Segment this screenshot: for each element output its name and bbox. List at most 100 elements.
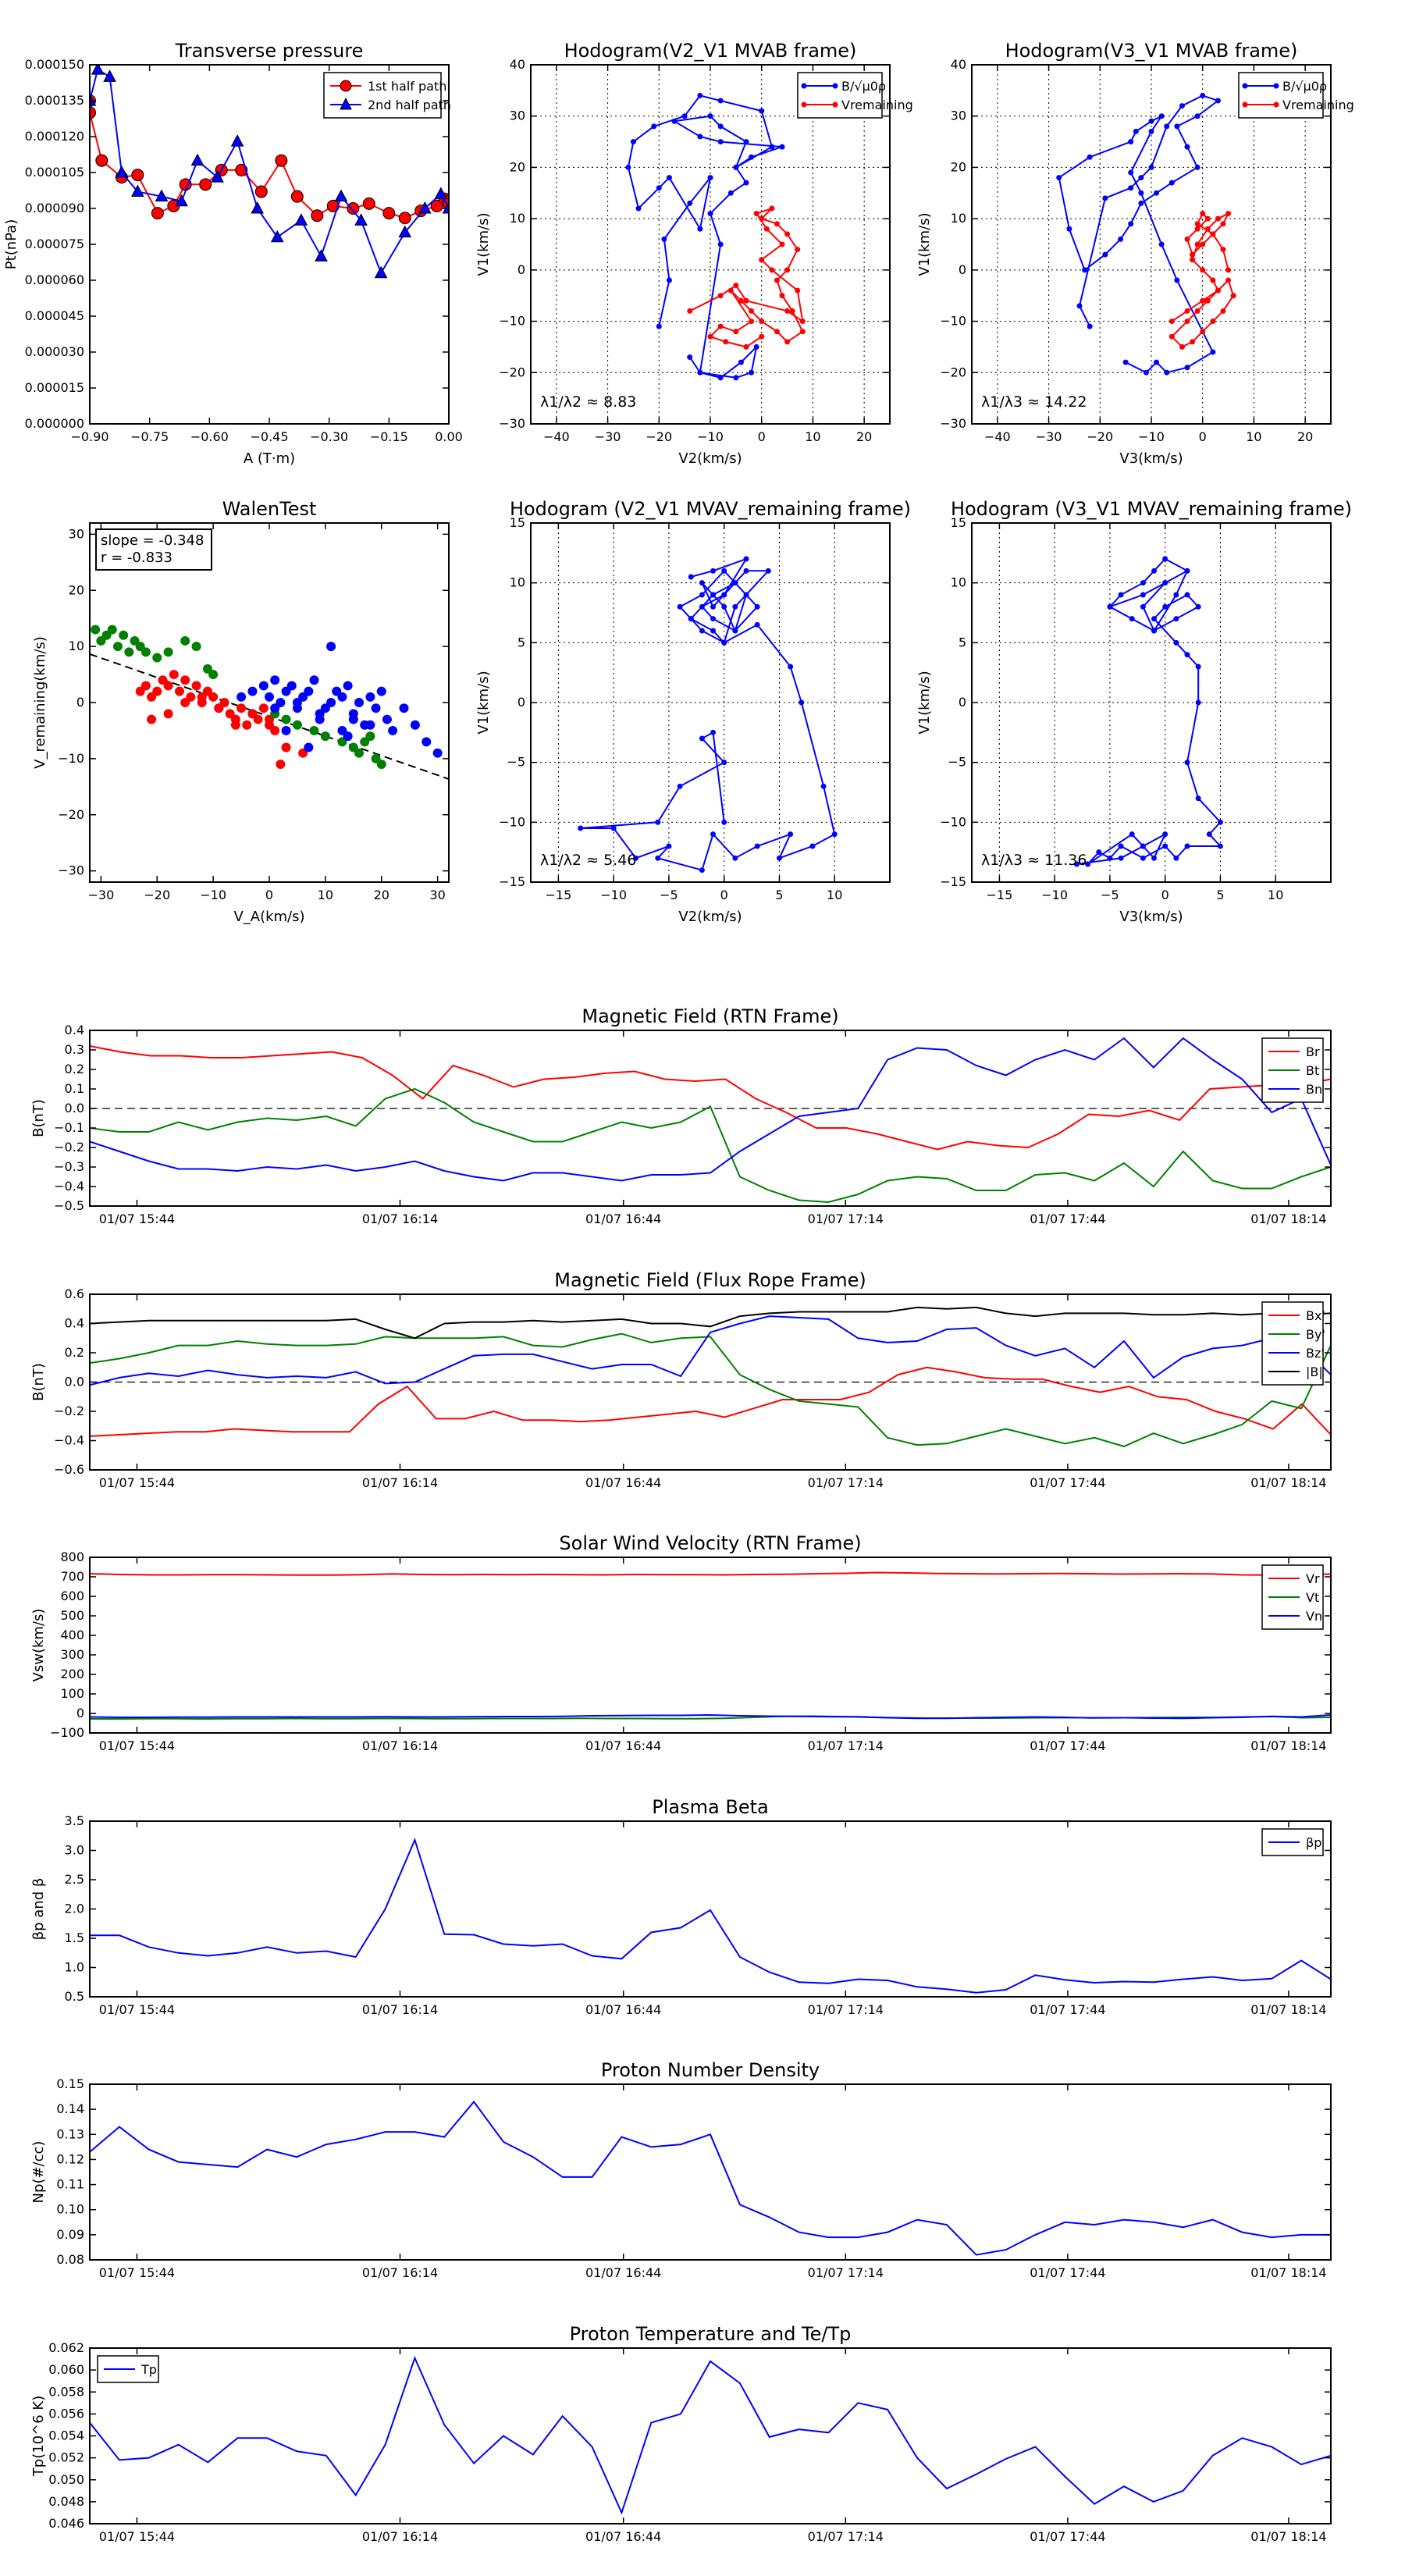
- data-point: [688, 574, 694, 580]
- data-point: [292, 720, 302, 730]
- series-line--b-: [90, 1306, 1331, 1340]
- y-tick-label: −30: [58, 863, 84, 878]
- legend-frame: [797, 72, 883, 119]
- y-tick-label: 1.0: [65, 1960, 84, 1975]
- data-point: [1215, 98, 1221, 104]
- data-point: [347, 202, 360, 215]
- data-point: [362, 197, 375, 210]
- y-tick-label: 20: [510, 159, 525, 174]
- legend-label: Vn: [1306, 1609, 1322, 1624]
- data-point: [732, 628, 738, 634]
- data-point: [681, 113, 688, 119]
- data-point: [743, 297, 749, 304]
- data-point: [779, 293, 785, 299]
- x-tick-label: 0: [1161, 888, 1169, 902]
- data-point: [1066, 226, 1072, 232]
- data-point: [247, 709, 258, 719]
- data-point: [1200, 211, 1206, 217]
- y-tick-label: 0.13: [56, 2126, 84, 2141]
- data-point: [655, 819, 661, 825]
- data-point: [1184, 760, 1190, 766]
- data-point: [743, 556, 749, 562]
- data-point: [371, 703, 381, 713]
- data-point: [721, 568, 727, 574]
- data-point: [315, 709, 325, 719]
- y-tick-label: −0.2: [54, 1404, 84, 1418]
- data-point: [774, 221, 780, 227]
- data-point: [1162, 843, 1168, 849]
- y-tick-label: 2.0: [65, 1902, 84, 1916]
- data-point: [732, 855, 738, 861]
- data-point: [795, 287, 801, 294]
- data-point: [365, 731, 375, 742]
- data-point: [152, 686, 162, 696]
- data-point: [743, 343, 749, 350]
- y-tick-label: −0.2: [54, 1140, 84, 1155]
- data-point: [418, 201, 432, 214]
- data-point: [103, 69, 116, 82]
- series-line-b-0-: [627, 94, 783, 379]
- x-tick-label: −0.45: [250, 429, 288, 444]
- data-point: [1194, 113, 1200, 119]
- data-point: [320, 731, 330, 742]
- plot-frame: [89, 1030, 1332, 1207]
- x-tick-label: 5: [775, 888, 783, 902]
- data-point: [147, 714, 157, 724]
- data-point: [733, 375, 739, 381]
- legend-marker: [1242, 101, 1248, 108]
- x-tick-label: 20: [1297, 429, 1313, 444]
- y-tick-label: 0.15: [56, 2076, 84, 2091]
- data-point: [1194, 226, 1200, 232]
- ratio-annotation: λ1/λ2 ≈ 8.83: [540, 393, 636, 411]
- chart-title: Hodogram(V2_V1 MVAB frame): [564, 40, 857, 62]
- y-tick-label: 0.4: [65, 1316, 84, 1331]
- data-point: [1162, 603, 1168, 610]
- data-point: [365, 720, 375, 730]
- y-tick-label: 700: [60, 1569, 84, 1584]
- data-point: [759, 333, 765, 340]
- data-point: [1225, 211, 1232, 217]
- data-point: [721, 819, 727, 825]
- data-point: [337, 692, 347, 702]
- x-tick-label: 01/07 15:44: [99, 1212, 175, 1226]
- data-point: [237, 703, 247, 713]
- data-point: [1148, 118, 1154, 124]
- y-tick-label: 0: [518, 695, 525, 710]
- x-tick-label: 01/07 18:14: [1250, 2002, 1326, 2017]
- data-point: [1151, 616, 1158, 622]
- data-point: [1138, 200, 1144, 206]
- data-point: [304, 686, 314, 696]
- data-point: [354, 748, 364, 758]
- data-point: [721, 592, 727, 598]
- y-tick-label: −20: [499, 365, 525, 379]
- legend-marker: [801, 83, 807, 89]
- y-axis-label: Vsw(km/s): [30, 1609, 47, 1682]
- data-point: [311, 209, 324, 222]
- data-point: [107, 624, 117, 635]
- data-point: [1210, 277, 1216, 283]
- data-point: [769, 205, 775, 212]
- data-point: [1128, 169, 1134, 176]
- data-point: [124, 647, 134, 657]
- data-point: [1210, 231, 1216, 237]
- data-point: [354, 698, 364, 707]
- series-line-br: [90, 1045, 1331, 1151]
- data-point: [140, 681, 151, 691]
- panel-magnetic-field-flux-rope: 01/07 15:44 01/07 16:14 01/07 16:44 01/07 1…: [30, 1269, 1332, 1490]
- data-point: [651, 123, 657, 130]
- data-point: [776, 855, 782, 861]
- data-point: [208, 670, 219, 680]
- legend-frame: [1238, 72, 1324, 119]
- data-point: [749, 369, 755, 375]
- y-tick-label: 0.052: [48, 2450, 84, 2465]
- data-point: [666, 175, 672, 181]
- data-point: [286, 681, 297, 691]
- x-tick-label: 01/07 15:44: [99, 2529, 175, 2544]
- data-point: [738, 359, 744, 365]
- data-point: [1168, 333, 1175, 340]
- ratio-annotation: λ1/λ2 ≈ 5.46: [540, 852, 636, 869]
- y-tick-label: 0.000060: [25, 272, 84, 287]
- y-tick-label: 0.054: [48, 2428, 84, 2443]
- series-line-vn: [90, 1713, 1331, 1720]
- data-point: [820, 783, 827, 789]
